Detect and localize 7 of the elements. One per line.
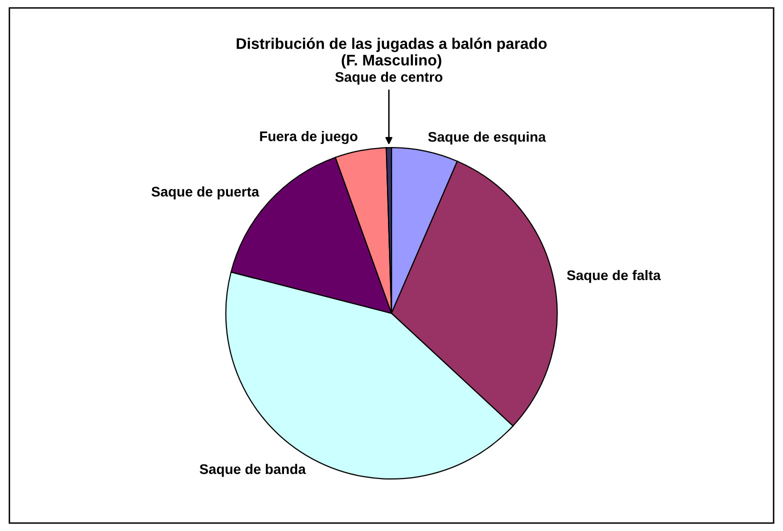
slice-label: Saque de esquina [428, 132, 546, 145]
slice-label: Saque de puerta [152, 186, 260, 200]
slice-label: Saque de centro [335, 72, 442, 85]
slice-label: Saque de falta [566, 270, 661, 283]
slice-label: Fuera de juego [260, 131, 358, 144]
slice-label: Saque de banda [200, 464, 306, 477]
chart-title: Distribución de las jugadas a balón parado (F. Masculino) [236, 38, 547, 69]
